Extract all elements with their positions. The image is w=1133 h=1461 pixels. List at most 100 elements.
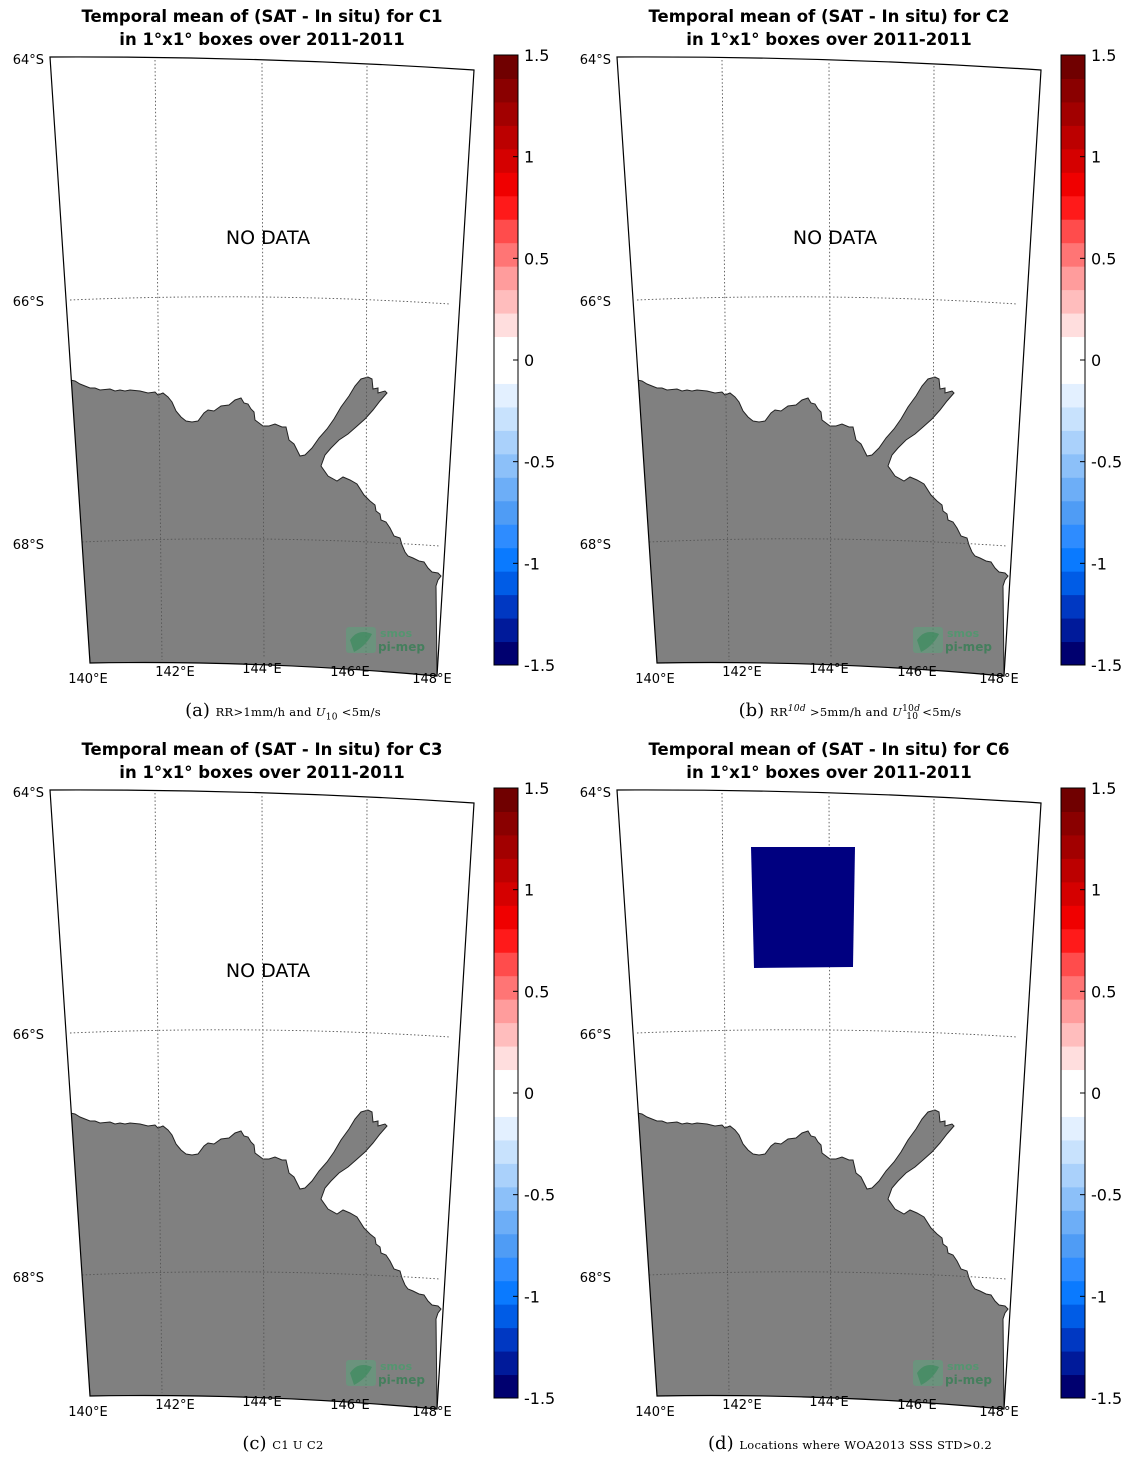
colorbar-segment	[1061, 1069, 1085, 1094]
colorbar-tick-label: 1.5	[524, 779, 549, 798]
colorbar-tick-label: 0.5	[524, 982, 549, 1001]
lon-label: 142°E	[155, 1398, 195, 1413]
antarctica-land	[69, 1109, 442, 1409]
colorbar-segment	[494, 1186, 518, 1211]
colorbar-segment	[1061, 547, 1085, 572]
colorbar-segment	[494, 788, 518, 812]
map-title-line1: Temporal mean of (SAT - In situ) for C1	[81, 7, 442, 26]
colorbar-segment	[494, 858, 518, 883]
lat-label: 68°S	[13, 1271, 44, 1286]
colorbar-tick-label: -1.5	[524, 1389, 555, 1408]
map-figure: Temporal mean of (SAT - In situ) for C3 i…	[13, 740, 556, 1420]
mean-difference-box	[751, 847, 855, 968]
lon-label: 142°E	[155, 665, 195, 680]
svg-text:pi-mep: pi-mep	[945, 1373, 992, 1387]
colorbar-segment	[1061, 1163, 1085, 1188]
caption-c: (c) C1 U C2	[0, 1433, 566, 1454]
map-frame	[49, 789, 475, 1410]
map-title-line1: Temporal mean of (SAT - In situ) for C2	[648, 7, 1009, 26]
colorbar-segment	[1061, 1210, 1085, 1235]
colorbar-segment	[494, 641, 518, 666]
colorbar-segment	[494, 1163, 518, 1188]
colorbar-segment	[1061, 360, 1085, 384]
antarctica-land	[636, 376, 1009, 676]
colorbar-segment	[494, 1046, 518, 1071]
caption-label: (d)	[708, 1433, 734, 1454]
colorbar-segment	[1061, 1093, 1085, 1117]
colorbar-segment	[1061, 1022, 1085, 1047]
colorbar-segment	[494, 1116, 518, 1141]
lon-label: 142°E	[722, 1398, 762, 1413]
parallel-line	[636, 1029, 1018, 1038]
caption-label: (a)	[185, 700, 210, 721]
colorbar-tick-label: 0	[524, 1084, 534, 1103]
lon-label: 146°E	[330, 1398, 370, 1413]
colorbar-segment	[1061, 55, 1085, 79]
colorbar-tick-label: -1	[524, 554, 540, 573]
colorbar-tick-label: 0	[1091, 351, 1101, 370]
colorbar-segment	[494, 1233, 518, 1258]
colorbar-segment	[494, 571, 518, 596]
svg-text:smos: smos	[380, 627, 413, 640]
colorbar-segment	[494, 1257, 518, 1282]
meridian-line	[828, 62, 832, 659]
colorbar-segment	[1061, 101, 1085, 126]
parallel-line	[81, 1271, 441, 1280]
colorbar-segment	[494, 500, 518, 525]
colorbar-segment	[494, 172, 518, 197]
antarctica-land	[69, 376, 442, 676]
colorbar-segment	[494, 195, 518, 220]
colorbar-segment	[494, 811, 518, 836]
colorbar-segment	[1061, 928, 1085, 953]
no-data-label: NO DATA	[226, 960, 310, 982]
colorbar-segment	[494, 477, 518, 502]
lat-label: 64°S	[13, 786, 44, 801]
svg-text:smos: smos	[380, 1360, 413, 1373]
map-title-line2: in 1°x1° boxes over 2011-2011	[686, 763, 971, 782]
colorbar-segment	[494, 1351, 518, 1376]
colorbar-segment	[1061, 524, 1085, 549]
lon-label: 148°E	[412, 672, 452, 687]
map-panel-c2: Temporal mean of (SAT - In situ) for C2 i…	[567, 0, 1133, 710]
lon-label: 146°E	[897, 1398, 937, 1413]
lon-label: 144°E	[242, 1395, 282, 1410]
colorbar-segment	[494, 618, 518, 643]
lat-label: 66°S	[580, 295, 611, 310]
colorbar-tick-label: -1	[1091, 554, 1107, 573]
colorbar-segment	[1061, 858, 1085, 883]
meridian-line	[154, 59, 163, 661]
parallel-line	[81, 538, 441, 547]
colorbar-segment	[494, 975, 518, 1000]
colorbar-segment	[1061, 1280, 1085, 1305]
colorbar-tick-label: 1.5	[1091, 779, 1116, 798]
colorbar-tick-label: -1	[1091, 1287, 1107, 1306]
colorbar-segment	[494, 1210, 518, 1235]
colorbar-segment	[1061, 571, 1085, 596]
lon-label: 140°E	[635, 672, 675, 687]
colorbar-tick-label: 1	[524, 881, 534, 900]
colorbar-segment	[494, 148, 518, 173]
svg-text:pi-mep: pi-mep	[945, 640, 992, 654]
no-data-label: NO DATA	[226, 227, 310, 249]
colorbar-segment	[1061, 975, 1085, 1000]
colorbar-tick-label: -0.5	[524, 453, 555, 472]
meridian-line	[261, 795, 265, 1392]
colorbar-segment	[1061, 266, 1085, 291]
colorbar-segment	[1061, 641, 1085, 666]
colorbar-segment	[494, 928, 518, 953]
lon-label: 146°E	[330, 665, 370, 680]
colorbar-segment	[1061, 952, 1085, 977]
map-title-line1: Temporal mean of (SAT - In situ) for C6	[648, 740, 1009, 759]
colorbar-tick-label: 1.5	[1091, 46, 1116, 65]
colorbar-tick-label: -1	[524, 1287, 540, 1306]
caption-text: C1 U C2	[272, 1438, 324, 1452]
antarctica-land	[636, 1109, 1009, 1409]
colorbar-segment	[1061, 788, 1085, 812]
map-panel-c1: Temporal mean of (SAT - In situ) for C1 i…	[0, 0, 566, 710]
map-area	[617, 56, 1041, 676]
colorbar-segment	[494, 1280, 518, 1305]
colorbar-segment	[494, 1139, 518, 1164]
